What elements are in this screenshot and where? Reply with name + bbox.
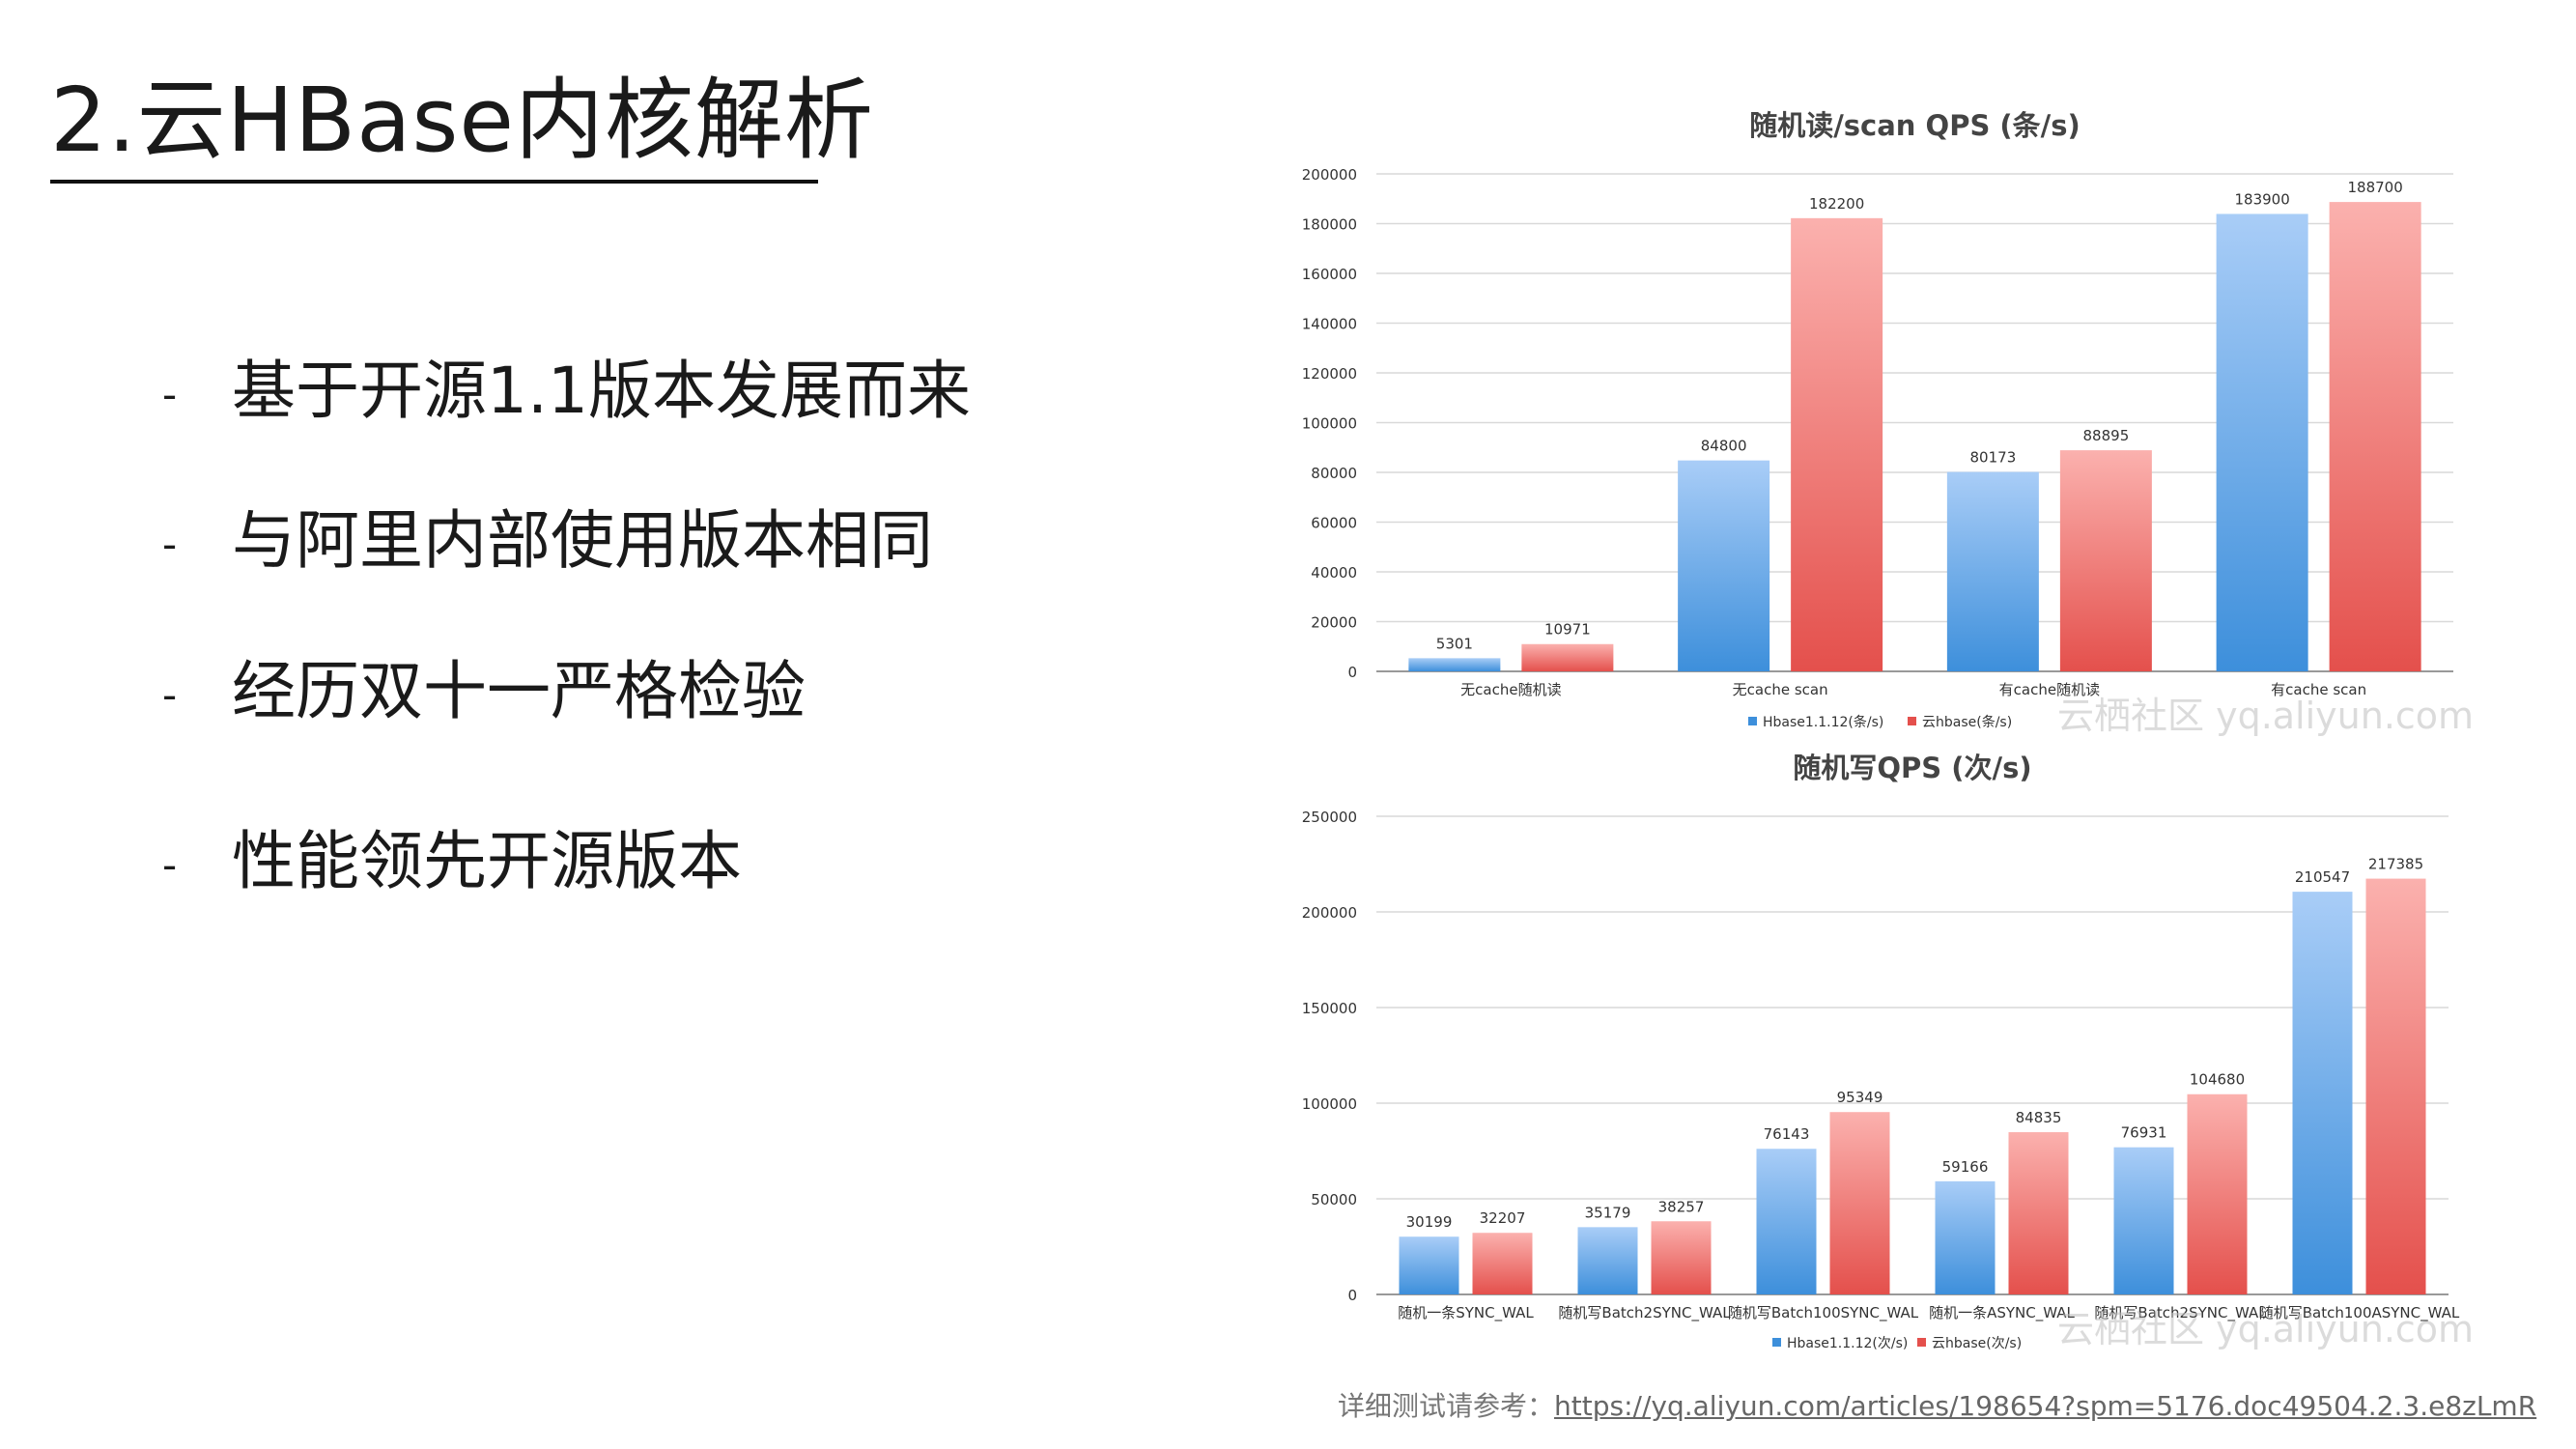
bullet-text: 与阿里内部使用版本相同	[232, 503, 933, 578]
y-tick-label: 20000	[1311, 614, 1357, 632]
y-tick-label: 160000	[1302, 266, 1357, 283]
data-label: 80173	[1970, 449, 2017, 467]
legend-label: Hbase1.1.12(条/s)	[1763, 714, 1883, 730]
data-label: 10971	[1544, 621, 1591, 639]
data-label: 76143	[1764, 1125, 1810, 1143]
bar	[2292, 892, 2353, 1294]
x-tick-label: 有cache scan	[2271, 681, 2366, 698]
y-tick-label: 100000	[1302, 415, 1357, 433]
bar	[1756, 1149, 1817, 1294]
bullet-marker: -	[162, 520, 178, 568]
data-label: 183900	[2234, 190, 2289, 208]
y-tick-label: 200000	[1302, 166, 1357, 184]
y-tick-label: 50000	[1311, 1191, 1357, 1208]
bar	[1408, 658, 1501, 671]
y-tick-label: 250000	[1302, 809, 1357, 826]
bar	[2365, 878, 2426, 1294]
y-tick-label: 0	[1347, 1287, 1357, 1304]
reference-note: 详细测试请参考：https://yq.aliyun.com/articles/1…	[1338, 1385, 2536, 1424]
bullet-marker: -	[162, 370, 178, 418]
x-tick-label: 随机写Batch2SYNC_WAL	[1558, 1304, 1731, 1322]
bar	[1651, 1221, 1712, 1294]
reference-link[interactable]: https://yq.aliyun.com/articles/198654?sp…	[1554, 1390, 2537, 1422]
watermark: 云栖社区 yq.aliyun.com	[2057, 1308, 2475, 1350]
x-tick-label: 随机写Batch100ASYNC_WAL	[2259, 1304, 2460, 1322]
bar	[1521, 643, 1614, 671]
reference-label: 详细测试请参考：	[1338, 1390, 1555, 1422]
data-label: 5301	[1436, 635, 1473, 652]
bullet-item: - 经历双十一严格检验	[162, 653, 806, 734]
bar	[1791, 217, 1883, 671]
data-label: 59166	[1942, 1158, 1989, 1176]
bar	[1678, 460, 1770, 671]
bullet-item: - 与阿里内部使用版本相同	[162, 502, 933, 583]
data-label: 88895	[2083, 427, 2130, 444]
legend-swatch	[1908, 717, 1916, 725]
y-tick-label: 200000	[1302, 904, 1357, 922]
chart-title: 随机读/scan QPS (条/s)	[1749, 109, 2081, 142]
legend-label: 云hbase(条/s)	[1922, 714, 2012, 730]
read-qps-chart: 随机读/scan QPS (条/s) 0 20000 40000 60000 80000 1…	[1302, 109, 2453, 730]
bar	[2059, 450, 2152, 671]
y-tick-label: 80000	[1311, 465, 1357, 482]
data-label: 32207	[1480, 1209, 1526, 1227]
x-tick-label: 无cache随机读	[1460, 681, 1561, 698]
legend-label: 云hbase(次/s)	[1932, 1336, 2022, 1351]
data-label: 38257	[1658, 1198, 1705, 1215]
write-qps-chart: 随机写QPS (次/s) 0 50000 100000 150000 200000 2500…	[1302, 752, 2460, 1351]
legend-swatch	[1748, 717, 1757, 725]
bullet-text: 基于开源1.1版本发展而来	[232, 354, 971, 428]
data-label: 35179	[1585, 1204, 1631, 1221]
y-tick-label: 60000	[1311, 515, 1357, 532]
y-tick-label: 40000	[1311, 564, 1357, 582]
chart-title: 随机写QPS (次/s)	[1793, 752, 2031, 784]
data-label: 104680	[2190, 1071, 2245, 1089]
x-tick-label: 有cache随机读	[1999, 681, 2100, 698]
watermark: 云栖社区 yq.aliyun.com	[2057, 695, 2475, 737]
data-label: 217385	[2368, 856, 2423, 873]
x-tick-label: 随机一条ASYNC_WAL	[1929, 1304, 2075, 1322]
bar	[1577, 1227, 1638, 1294]
title-underline	[50, 180, 818, 184]
bullet-item: - 基于开源1.1版本发展而来	[162, 353, 971, 434]
data-label: 84800	[1701, 438, 1747, 455]
y-tick-label: 150000	[1302, 1000, 1357, 1017]
bar	[1472, 1233, 1533, 1294]
bar	[1935, 1180, 1996, 1294]
data-label: 30199	[1406, 1213, 1453, 1231]
y-tick-label: 140000	[1302, 316, 1357, 333]
y-tick-label: 100000	[1302, 1095, 1357, 1113]
data-label: 188700	[2347, 179, 2402, 196]
bar	[1399, 1236, 1459, 1294]
data-label: 210547	[2295, 868, 2350, 886]
bar	[2216, 213, 2308, 671]
data-label: 182200	[1809, 195, 1864, 213]
x-tick-label: 随机一条SYNC_WAL	[1398, 1304, 1534, 1322]
y-tick-label: 120000	[1302, 365, 1357, 383]
bullet-marker: -	[162, 670, 178, 719]
data-label: 95349	[1837, 1089, 1883, 1106]
y-tick-label: 0	[1347, 664, 1357, 681]
y-tick-label: 180000	[1302, 216, 1357, 234]
bullet-item: - 性能领先开源版本	[162, 823, 742, 904]
bullet-text: 经历双十一严格检验	[232, 654, 806, 728]
x-tick-label: 无cache scan	[1733, 681, 1828, 698]
legend-swatch	[1772, 1338, 1781, 1347]
data-label: 76931	[2121, 1124, 2167, 1142]
x-tick-label: 随机写Batch2SYNC_WAL	[2094, 1304, 2267, 1322]
legend-swatch	[1917, 1338, 1926, 1347]
bar	[2113, 1147, 2174, 1294]
bar	[2329, 202, 2421, 671]
bar	[2187, 1094, 2248, 1294]
x-tick-label: 随机写Batch100SYNC_WAL	[1728, 1304, 1919, 1322]
slide-title: 2.云HBase内核解析	[50, 69, 874, 172]
bullet-marker: -	[162, 840, 178, 889]
bullet-text: 性能领先开源版本	[232, 824, 742, 898]
bar	[1829, 1112, 1890, 1294]
legend-label: Hbase1.1.12(次/s)	[1787, 1336, 1908, 1351]
data-label: 84835	[2016, 1109, 2062, 1126]
bar	[1946, 471, 2039, 671]
bar	[2008, 1132, 2069, 1294]
